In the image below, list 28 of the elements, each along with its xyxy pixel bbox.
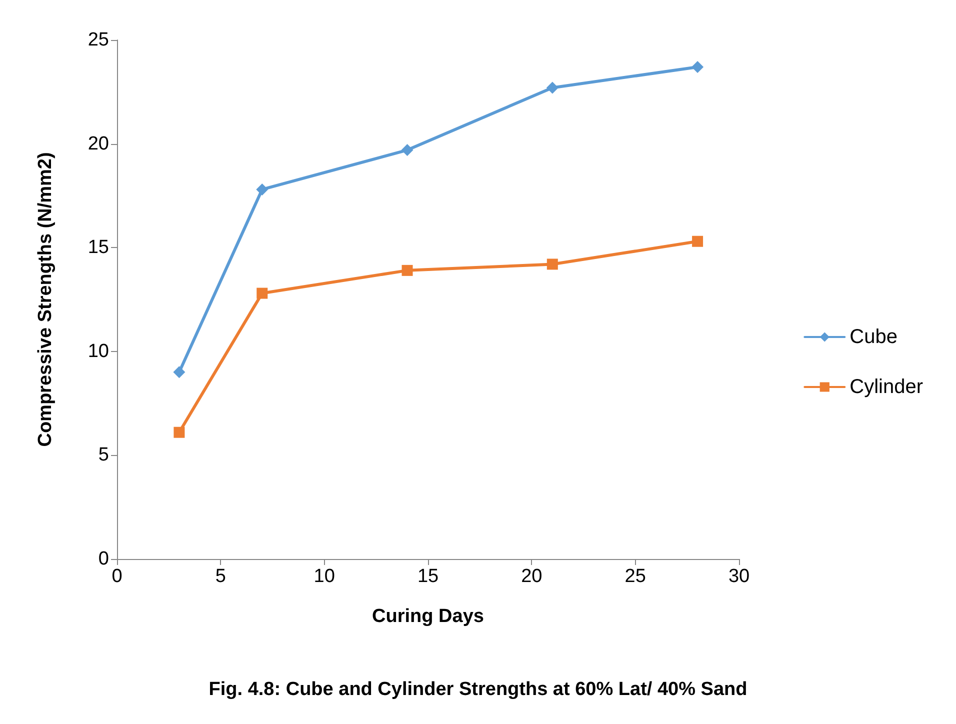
point xyxy=(174,426,185,438)
point xyxy=(692,60,704,73)
y-tick-label: 15 xyxy=(88,237,109,258)
point xyxy=(256,288,268,299)
x-axis-title: Curing Days xyxy=(372,606,484,627)
point xyxy=(173,366,186,378)
x-tick-label: 0 xyxy=(112,566,122,587)
point xyxy=(546,82,558,94)
x-tick-label: 30 xyxy=(728,566,750,587)
y-tick-label: 25 xyxy=(88,30,109,50)
legend-label: Cylinder xyxy=(850,376,924,398)
x-tick-label: 20 xyxy=(521,566,542,587)
point xyxy=(401,144,414,156)
y-axis-title: Compressive Strengths (N/mm2) xyxy=(35,152,56,447)
legend-label: Cube xyxy=(850,326,898,348)
x-tick-label: 25 xyxy=(624,566,646,587)
point xyxy=(692,236,704,247)
x-tick-label: 5 xyxy=(215,566,226,587)
point xyxy=(546,258,558,270)
point xyxy=(402,264,413,276)
y-tick-label: 0 xyxy=(98,548,109,570)
x-tick-label: 15 xyxy=(417,566,439,587)
y-tick-label: 10 xyxy=(88,340,109,362)
x-tick-label: 10 xyxy=(314,566,335,587)
caption: Fig. 4.8: Cube and Cylinder Strengths at 60% Lat/ 40% Sand xyxy=(208,679,748,700)
y-tick-label: 20 xyxy=(88,133,109,154)
point xyxy=(256,183,268,196)
y-tick-label: 5 xyxy=(98,444,109,466)
